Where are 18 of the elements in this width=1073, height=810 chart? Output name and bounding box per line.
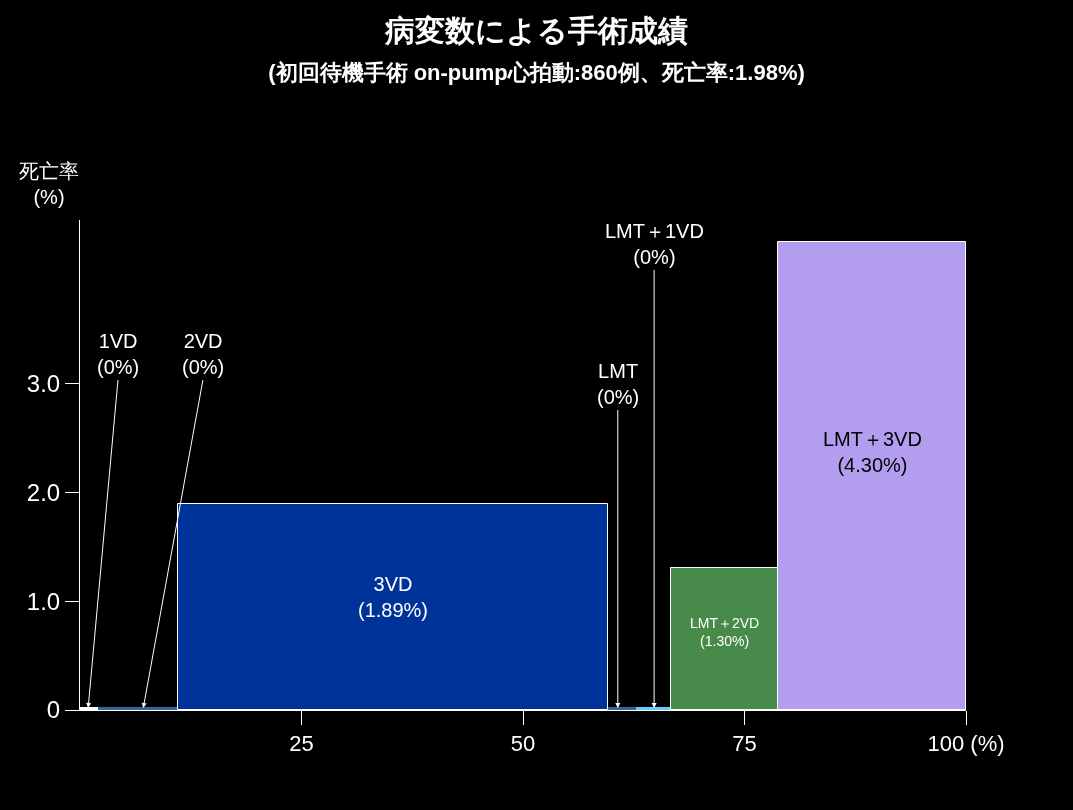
annotation: LMT (0%) xyxy=(597,360,640,408)
annotation: LMT＋2VD (1.30%) xyxy=(690,615,760,650)
x-tick-label: 50 xyxy=(510,731,536,757)
annotation: LMT＋3VD (4.30%) xyxy=(823,428,922,476)
annotation: 1VD (0%) xyxy=(97,330,140,378)
x-tick-label: 25 xyxy=(289,731,314,757)
x-tick-label: 100 (%) xyxy=(927,731,1005,757)
annotation: LMT＋1VD (0%) xyxy=(605,220,704,268)
y-tick-label: 1.0 xyxy=(26,587,61,615)
y-tick-label: 3.0 xyxy=(26,369,61,397)
y-tick-label: 2.0 xyxy=(26,478,61,506)
chart-subtitle: (初回待機手術 on-pump心拍動:860例、死亡率:1.98%) xyxy=(268,59,805,85)
annotation: 3VD (1.89%) xyxy=(358,573,429,621)
chart-title: 病変数による手術成績 xyxy=(384,13,688,47)
x-tick-label: 75 xyxy=(732,731,757,757)
y-axis-title: 死亡率 (%) xyxy=(19,160,79,208)
annotation: 2VD (0%) xyxy=(182,330,225,378)
y-tick-label: 0 xyxy=(46,696,61,724)
